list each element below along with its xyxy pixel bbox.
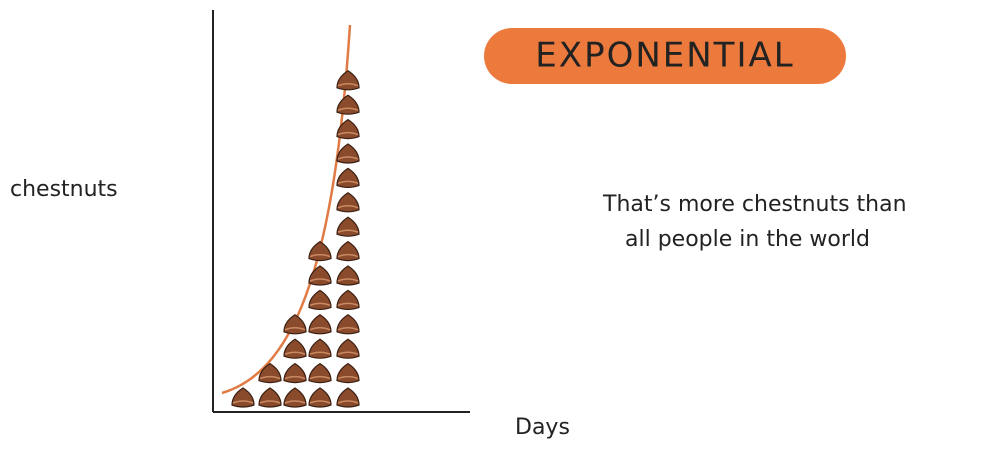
chestnut (309, 388, 331, 407)
chestnut (284, 315, 306, 334)
chestnut (337, 339, 359, 358)
chestnut (309, 242, 331, 261)
chestnut (284, 364, 306, 383)
note-line: That’s more chestnuts than (602, 192, 907, 217)
chestnut (337, 315, 359, 334)
chestnut-column (232, 388, 254, 407)
chestnut (337, 290, 359, 309)
page: EXPONENTIAL chestnuts Days That’s more c… (0, 0, 1004, 457)
chestnut-stacks (232, 71, 359, 407)
chestnut-column (284, 315, 306, 407)
chestnut-column (259, 364, 281, 407)
x-label: Days (515, 415, 570, 440)
chestnut (232, 388, 254, 407)
chestnut (309, 364, 331, 383)
illustration: EXPONENTIAL chestnuts Days That’s more c… (0, 0, 1004, 457)
chestnut (337, 388, 359, 407)
chestnut (337, 266, 359, 285)
chestnut (309, 290, 331, 309)
chestnut (259, 388, 281, 407)
note-line: all people in the world (625, 227, 870, 252)
chestnut (284, 388, 306, 407)
chestnut (337, 168, 359, 187)
chestnut (337, 364, 359, 383)
chestnut-column (309, 242, 331, 407)
chestnut (309, 266, 331, 285)
chestnut (337, 71, 359, 90)
chestnut (337, 144, 359, 163)
chestnut (337, 95, 359, 114)
chestnut (259, 364, 281, 383)
title: EXPONENTIAL (535, 36, 794, 76)
chestnut (309, 339, 331, 358)
growth-curve (222, 25, 350, 393)
chestnut (337, 217, 359, 236)
chestnut (309, 315, 331, 334)
chestnut (337, 193, 359, 212)
y-label: chestnuts (10, 177, 118, 202)
chestnut (337, 242, 359, 261)
chestnut (284, 339, 306, 358)
